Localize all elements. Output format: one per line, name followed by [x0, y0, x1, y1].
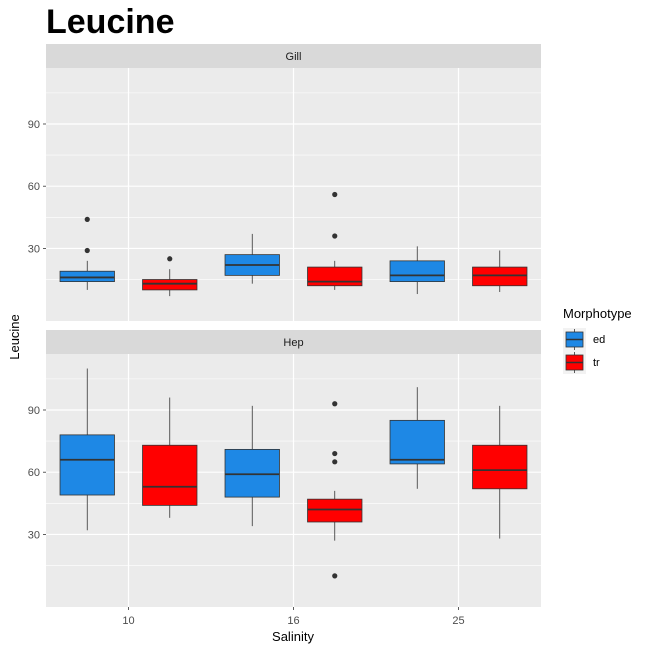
box-gill-25-tr: [472, 250, 528, 292]
box-gill-10-tr: [142, 256, 198, 297]
legend-label: tr: [593, 357, 600, 369]
y-tick-label: 60: [28, 181, 40, 193]
chart-title: Leucine: [46, 3, 174, 41]
box-hep-10-ed: [59, 368, 115, 531]
outlier-point: [84, 247, 90, 254]
box-body: [307, 266, 363, 287]
y-tick-label: 60: [28, 467, 40, 479]
legend-title: Morphotype: [563, 306, 632, 321]
outlier-point: [332, 459, 338, 465]
outlier-point: [332, 401, 338, 407]
box-gill-10-ed: [59, 216, 115, 290]
box-gill-16-tr: [307, 191, 363, 290]
facet-strip-label: Gill: [286, 51, 302, 63]
box-body: [472, 444, 528, 490]
y-axis-title: Leucine: [7, 314, 22, 360]
y-tick-label: 90: [28, 119, 40, 131]
box-body: [59, 270, 115, 282]
box-body: [142, 279, 198, 291]
box-body: [224, 448, 280, 498]
box-hep-25-tr: [472, 405, 528, 539]
panel-hep: Hep 30 60 90: [28, 330, 541, 607]
outlier-point: [84, 216, 90, 222]
facet-strip: [46, 44, 541, 68]
x-tick-label: 16: [287, 615, 299, 627]
box-hep-10-tr: [142, 397, 198, 518]
outlier-point: [332, 450, 338, 457]
box-hep-16-tr: [307, 401, 363, 579]
y-tick-label: 90: [28, 405, 40, 417]
box-body: [472, 266, 528, 287]
box-body: [389, 260, 445, 282]
x-tick-label: 25: [452, 615, 464, 627]
legend: Morphotype ed tr: [563, 306, 632, 374]
panel-gill: Gill 30 60 90: [28, 44, 541, 321]
facet-strip: [46, 330, 541, 354]
y-tick-label: 30: [28, 243, 40, 255]
facet-panels: Gill 30 60 90 Hep 30 60 90: [28, 44, 541, 607]
outlier-point: [332, 573, 338, 579]
outlier-point: [332, 191, 338, 198]
legend-entry-ed: ed: [563, 328, 605, 351]
box-body: [142, 444, 198, 506]
x-tick-label: 10: [122, 615, 134, 627]
x-axis-title: Salinity: [272, 629, 314, 644]
facet-strip-label: Hep: [283, 337, 303, 349]
legend-entry-tr: tr: [563, 351, 600, 374]
legend-label: ed: [593, 334, 605, 346]
box-body: [59, 434, 115, 496]
box-hep-16-ed: [224, 405, 280, 527]
y-tick-label: 30: [28, 529, 40, 541]
x-axis-ticks: 10 16 25: [122, 607, 465, 627]
outlier-point: [332, 233, 338, 239]
box-hep-25-ed: [389, 387, 445, 489]
box-body: [389, 419, 445, 465]
outlier-point: [167, 256, 173, 262]
box-gill-16-ed: [224, 233, 280, 284]
box-gill-25-ed: [389, 246, 445, 295]
box-body: [307, 498, 363, 523]
